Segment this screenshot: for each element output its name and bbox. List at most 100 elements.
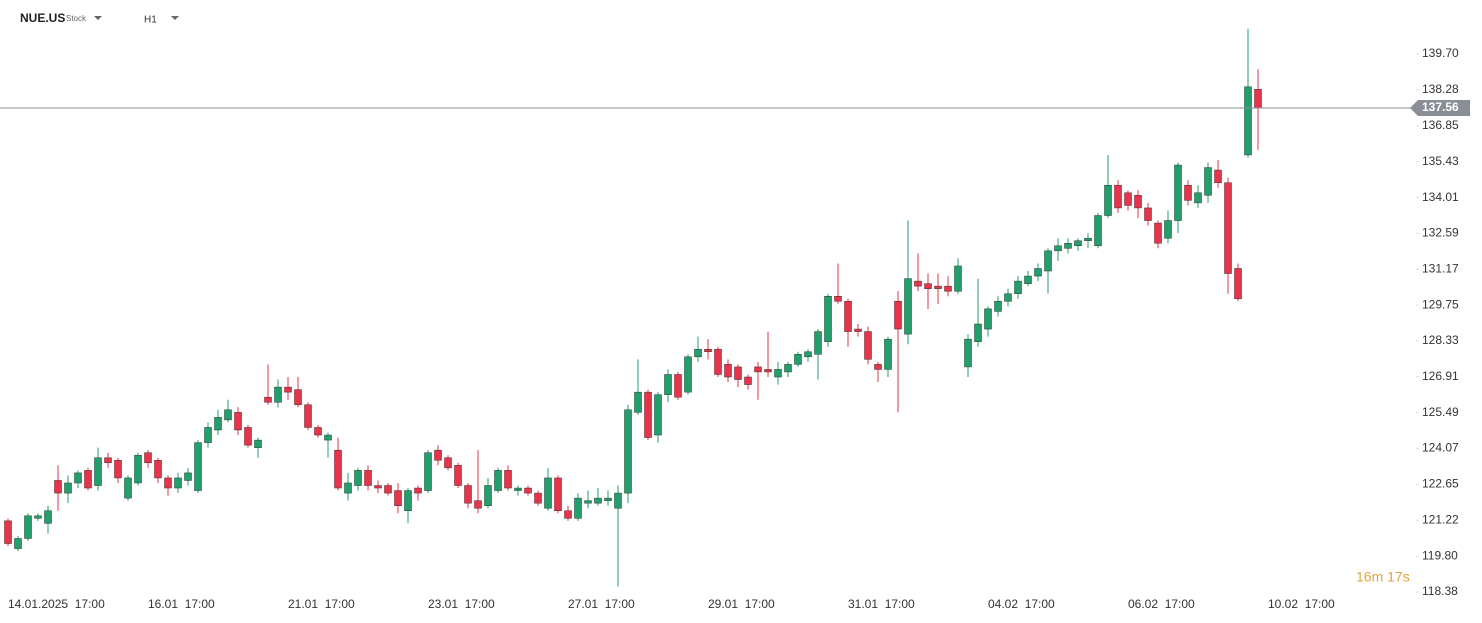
candle-body [404,490,412,511]
y-tick-label: 136.85 [1422,118,1459,132]
candle-body [1014,280,1022,294]
candle-body [574,497,582,519]
y-tick-label: 122.65 [1422,476,1459,490]
candle-body [34,515,42,519]
candle-body [1114,184,1122,209]
candle-body [144,452,152,464]
candle-body [284,386,292,393]
candle-body [214,417,222,431]
candle-body [714,348,722,375]
candle-body [434,449,442,461]
candle-body [894,301,902,330]
candle-body [864,331,872,360]
candle-body [24,515,32,539]
candle-body [934,285,942,289]
candle-body [804,351,812,358]
candle-body [164,477,172,489]
candle-body [734,366,742,380]
candle-body [724,364,732,378]
candle-body [1124,192,1132,206]
candle-body [1004,293,1012,302]
candle-body [394,490,402,506]
candle-body [1214,169,1222,183]
candle-body [544,477,552,509]
last-price-label: 137.56 [1422,100,1459,114]
candle-body [374,485,382,489]
candle-body [324,434,332,441]
interval-dropdown[interactable] [171,16,179,20]
candle-body [254,439,262,448]
candle-body [764,369,772,373]
candle-body [614,492,622,509]
candle-body [1094,215,1102,247]
y-tick-label: 128.33 [1422,333,1459,347]
candle-body [1204,167,1212,196]
candle-body [974,323,982,342]
candle-body [774,369,782,378]
candle-body [654,394,662,436]
y-tick-label: 139.70 [1422,46,1459,60]
x-tick-label: 04.02 17:00 [988,597,1055,611]
y-tick-label: 135.43 [1422,154,1459,168]
candle-body [104,457,112,464]
candle-body [794,354,802,365]
candle-body [194,442,202,491]
interval[interactable]: H1 [144,15,157,26]
y-tick-label: 138.28 [1422,82,1459,96]
candle-body [684,356,692,393]
y-tick-label: 121.22 [1422,513,1459,527]
candle-body [414,487,422,494]
y-tick-label: 125.49 [1422,405,1459,419]
candle-body [664,374,672,395]
candle-body [1154,222,1162,244]
y-tick-label: 132.59 [1422,226,1459,240]
x-tick-label: 10.02 17:00 [1268,597,1335,611]
candle-body [244,427,252,446]
candle-body [1074,240,1082,247]
candle-body [1254,89,1262,109]
candle-body [1174,164,1182,221]
candle-body [274,386,282,403]
candle-body [744,376,752,385]
candle-body [534,492,542,504]
candle-body [484,485,492,506]
candle-body [494,470,502,491]
candle-body [914,280,922,287]
candle-body [84,470,92,489]
countdown: 16m 17s [1356,569,1410,585]
candle-body [514,487,522,491]
candle-body [944,285,952,292]
candle-body [294,389,302,406]
candle-body [524,487,532,494]
candle-body [904,278,912,335]
candle-body [314,427,322,436]
candle-body [154,460,162,479]
candle-body [874,364,882,370]
x-tick-label: 16.01 17:00 [148,597,215,611]
candle-body [204,427,212,443]
candle-body [644,391,652,438]
candle-body [754,366,762,373]
candle-body [854,328,862,332]
symbol-dropdown[interactable] [94,16,102,20]
y-tick-label: 129.75 [1422,297,1459,311]
x-tick-label: 29.01 17:00 [708,597,775,611]
candle-body [1134,195,1142,209]
candle-body [1054,245,1062,252]
x-tick-label: 21.01 17:00 [288,597,355,611]
candle-body [384,485,392,494]
y-tick-label: 118.38 [1422,584,1458,598]
candle-body [674,374,682,398]
x-tick-label: 23.01 17:00 [428,597,495,611]
candle-body [364,470,372,486]
y-tick-label: 131.17 [1422,261,1459,275]
candle-body [94,457,102,486]
last-price-tag [1410,100,1470,117]
candle-body [444,457,452,469]
candle-body [694,348,702,358]
candle-body [844,301,852,332]
candle-body [344,482,352,494]
symbol[interactable]: NUE.US [20,11,65,25]
candle-body [884,338,892,370]
candle-body [1224,182,1232,274]
